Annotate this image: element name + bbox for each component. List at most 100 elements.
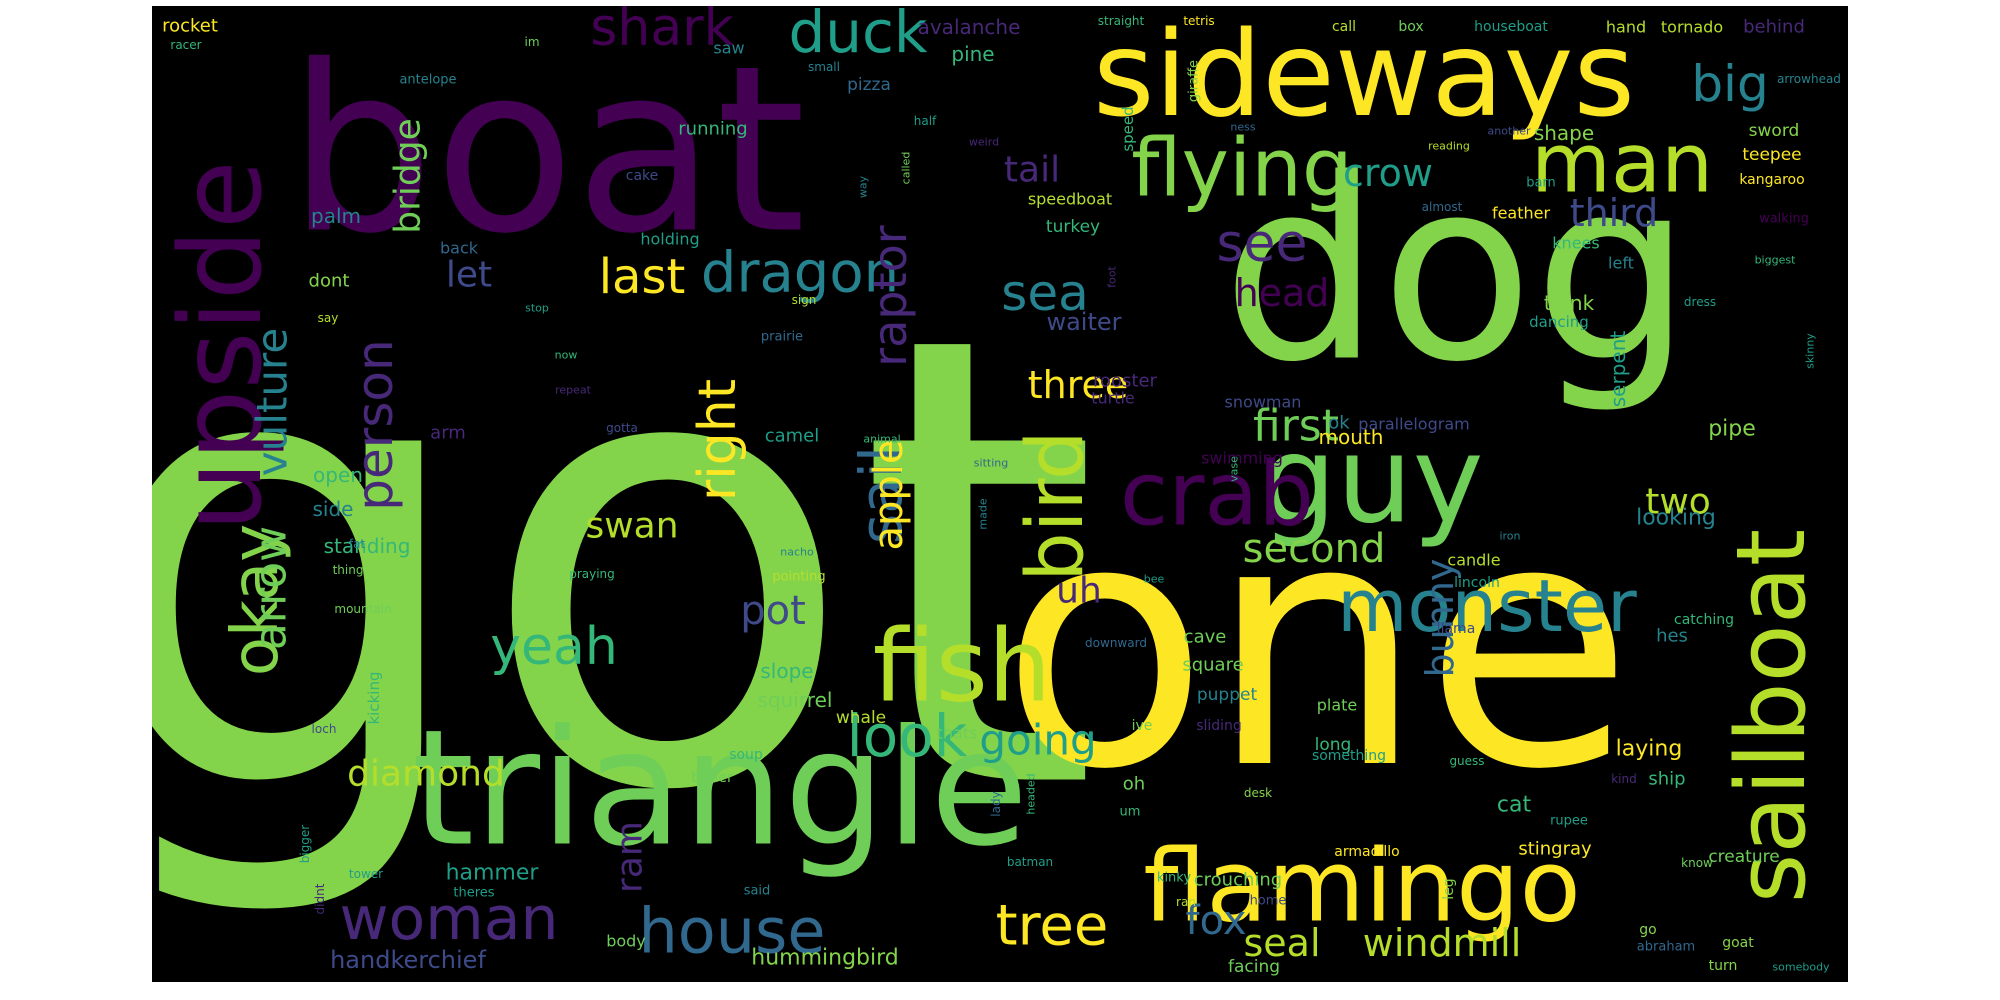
word-fish: fish — [873, 608, 1051, 725]
word-way: way — [857, 175, 870, 198]
word-houseboat: houseboat — [1474, 19, 1548, 35]
word-bridge: bridge — [388, 118, 429, 234]
word-plate: plate — [1317, 696, 1358, 715]
word-kicking: kicking — [365, 672, 383, 725]
word-duck: duck — [788, 6, 927, 66]
word-boat: boat — [288, 18, 806, 285]
word-big: big — [1691, 55, 1768, 113]
word-cave: cave — [1184, 627, 1227, 648]
word-let: let — [446, 255, 492, 296]
word-dragon: dragon — [701, 241, 899, 306]
word-know: know — [1681, 856, 1713, 870]
word-tower: tower — [349, 867, 383, 881]
word-going: going — [979, 716, 1096, 765]
word-swan: swan — [585, 506, 678, 547]
word-speed: speed — [1119, 106, 1137, 151]
word-flamingo: flamingo — [1143, 828, 1581, 945]
word-kinky: kinky — [1157, 871, 1191, 886]
word-seal: seal — [1243, 921, 1320, 965]
word-cloud: got one dog boat triangle sideways upside guy fl… — [152, 6, 1848, 982]
word-dont: dont — [309, 271, 350, 292]
word-vulture: vulture — [248, 328, 297, 476]
word-butler: butler — [691, 770, 733, 786]
word-batman: batman — [1007, 855, 1053, 869]
word-saw: saw — [713, 39, 744, 58]
word-gotta: gotta — [606, 421, 638, 435]
word-shark: shark — [590, 6, 733, 58]
word-tree: tree — [996, 894, 1109, 959]
word-long: long — [1315, 735, 1352, 755]
word-another: another — [1487, 125, 1530, 138]
word-look: look — [847, 702, 968, 770]
word-half: half — [914, 114, 937, 128]
word-walking: walking — [1759, 212, 1809, 227]
word-um: um — [1120, 805, 1141, 820]
word-tail: tail — [1004, 150, 1060, 191]
word-oh: oh — [1123, 774, 1145, 795]
word-creature: creature — [1708, 847, 1779, 867]
word-bigger: bigger — [298, 825, 312, 864]
word-body: body — [606, 932, 646, 951]
word-right: right — [688, 379, 748, 501]
word-puppet: puppet — [1197, 685, 1258, 705]
word-three: three — [1028, 363, 1129, 407]
word-fox: fox — [1186, 898, 1247, 944]
word-whale: whale — [836, 708, 886, 728]
word-call: call — [1332, 19, 1356, 35]
word-ship: ship — [1648, 769, 1685, 790]
word-windmill: windmill — [1363, 921, 1522, 965]
word-pipe: pipe — [1708, 417, 1756, 442]
word-pot: pot — [740, 588, 806, 634]
word-sign: sign — [792, 293, 817, 307]
word-praying: praying — [569, 567, 615, 581]
word-knees: knees — [1552, 234, 1599, 253]
word-thats: thats — [937, 724, 978, 743]
word-im: im — [524, 35, 539, 49]
word-reading: reading — [1428, 140, 1470, 153]
word-serpent: serpent — [1606, 331, 1630, 408]
word-monster: monster — [1337, 564, 1637, 648]
word-got: got — [152, 206, 1100, 927]
word-slope: slope — [760, 659, 813, 683]
word-leg: leg — [1441, 878, 1457, 899]
word-rupee: rupee — [1550, 814, 1588, 829]
word-hes: hes — [1656, 626, 1688, 647]
word-catching: catching — [1674, 612, 1734, 628]
word-person: person — [346, 339, 404, 510]
word-hand: hand — [1606, 18, 1646, 37]
word-prairie: prairie — [761, 330, 803, 345]
word-crow: crow — [1343, 151, 1433, 195]
word-downward: downward — [1085, 636, 1147, 650]
word-sideways: sideways — [1093, 6, 1635, 143]
word-stingray: stingray — [1518, 839, 1592, 860]
word-say: say — [318, 311, 339, 325]
word-called: called — [900, 152, 913, 185]
word-armadillo: armadillo — [1334, 844, 1399, 860]
word-something: something — [1312, 748, 1386, 764]
word-open: open — [313, 463, 363, 487]
word-think: think — [1544, 291, 1595, 315]
word-two: two — [1645, 482, 1711, 523]
word-turkey: turkey — [1046, 217, 1100, 237]
word-crab: crab — [1120, 443, 1314, 546]
word-sitting: sitting — [974, 457, 1008, 470]
word-arrowhead: arrowhead — [1777, 72, 1841, 86]
word-triangle: triangle — [412, 695, 1029, 882]
word-handkerchief: handkerchief — [330, 946, 486, 974]
word-go: go — [1639, 922, 1656, 938]
word-ive: ive — [1132, 718, 1153, 734]
word-pizza: pizza — [847, 75, 891, 95]
word-giraffe: giraffe — [1187, 60, 1202, 102]
word-swimming: swimming — [1201, 449, 1283, 468]
word-loch: loch — [312, 722, 337, 736]
word-thing: thing — [333, 563, 364, 577]
word-uh: uh — [1056, 571, 1102, 612]
word-back: back — [440, 239, 479, 258]
word-nacho: nacho — [780, 546, 814, 559]
word-weird: weird — [969, 136, 999, 149]
word-foot: foot — [1106, 265, 1119, 287]
word-cat: cat — [1497, 793, 1532, 818]
word-left: left — [1608, 254, 1634, 273]
word-head: head — [1235, 271, 1330, 315]
word-avalanche: avalanche — [918, 15, 1021, 39]
